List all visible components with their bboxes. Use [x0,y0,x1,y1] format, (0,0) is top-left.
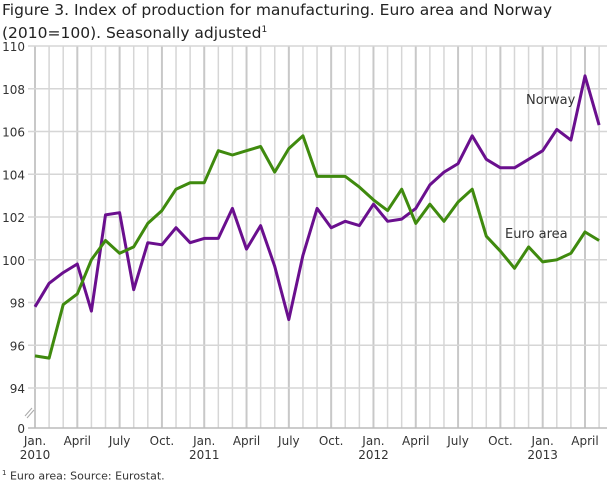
x-tick-label: April [233,434,260,448]
x-tick-label: Oct. [319,434,344,448]
x-tick-label: July [108,434,131,448]
y-tick-label: 98 [10,297,25,311]
y-tick-label: 100 [2,254,25,268]
series-label-euro-area: Euro area [505,227,568,242]
axis-break-mark [26,409,35,419]
x-tick-label: Jan. [361,434,384,448]
footnote-text: Euro area: Source: Eurostat. [9,469,165,483]
x-tick-label: Oct. [150,434,175,448]
x-tick-label: July [446,434,469,448]
x-tick-year: 2010 [20,448,51,462]
y-tick-label: 106 [2,126,25,140]
x-tick-year: 2013 [527,448,558,462]
y-tick-label: 0 [17,422,25,436]
y-tick-label: 110 [2,40,25,54]
chart-title: Figure 3. Index of production for manufa… [2,0,608,43]
footnote: 1 Euro area: Source: Eurostat. [2,469,165,483]
x-tick-label: Jan. [531,434,554,448]
x-tick-label: July [277,434,300,448]
axis-break-mark [24,407,33,417]
x-tick-label: Oct. [488,434,513,448]
title-text: Figure 3. Index of production for manufa… [2,1,553,43]
x-tick-label: April [571,434,598,448]
y-tick-label: 96 [10,339,25,353]
y-tick-label: 102 [2,211,25,225]
x-tick-label: April [402,434,429,448]
x-tick-label: April [64,434,91,448]
x-tick-label: Jan. [192,434,215,448]
x-tick-label: Jan. [23,434,46,448]
y-tick-label: 94 [10,382,25,396]
title-footnote-mark: 1 [261,25,268,35]
x-tick-year: 2011 [189,448,220,462]
y-tick-label: 104 [2,168,25,182]
series-label-norway: Norway [526,93,576,108]
footnote-mark: 1 [2,469,7,477]
y-tick-label: 108 [2,83,25,97]
x-tick-year: 2012 [358,448,389,462]
